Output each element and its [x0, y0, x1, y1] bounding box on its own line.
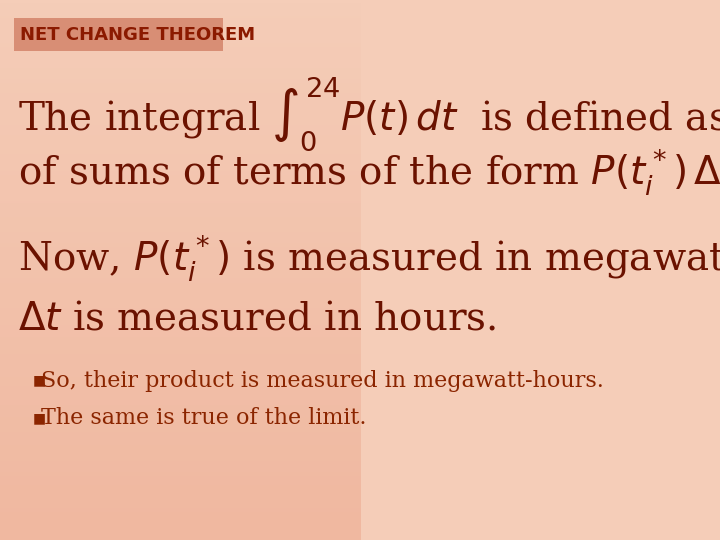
Text: So, their product is measured in megawatt-hours.: So, their product is measured in megawat…	[42, 370, 604, 392]
FancyBboxPatch shape	[14, 18, 223, 51]
Text: The integral $\int_0^{24} P(t)\,dt$  is defined as the limit: The integral $\int_0^{24} P(t)\,dt$ is d…	[18, 74, 720, 152]
Text: ■: ■	[32, 411, 45, 426]
Text: The same is true of the limit.: The same is true of the limit.	[42, 408, 367, 429]
Text: of sums of terms of the form $P(t_i^*)\,\Delta t.$: of sums of terms of the form $P(t_i^*)\,…	[18, 148, 720, 198]
Text: NET CHANGE THEOREM: NET CHANGE THEOREM	[20, 26, 255, 44]
Text: $\Delta t$ is measured in hours.: $\Delta t$ is measured in hours.	[18, 300, 496, 337]
Text: ■: ■	[32, 374, 45, 388]
Text: Now, $P(t_i^*)$ is measured in megawatts and: Now, $P(t_i^*)$ is measured in megawatts…	[18, 234, 720, 284]
